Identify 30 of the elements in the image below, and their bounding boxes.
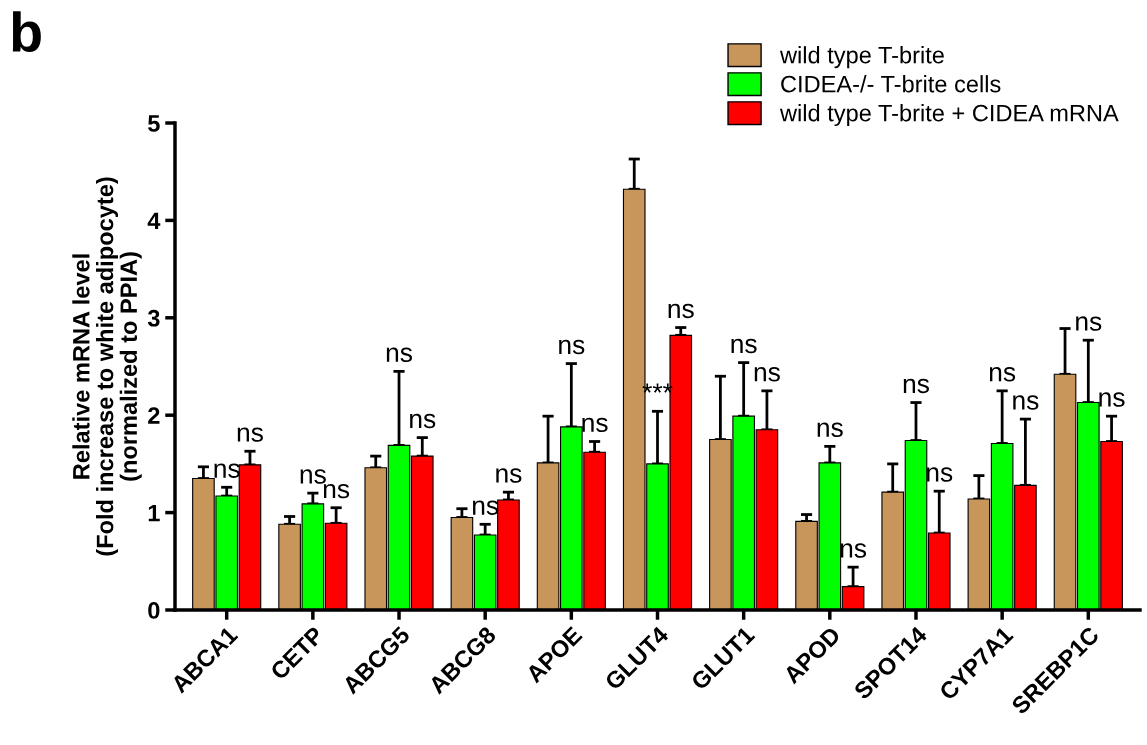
- legend-label: wild type T-brite + CIDEA mRNA: [779, 104, 1119, 127]
- y-tick-label: 5: [148, 115, 160, 132]
- annotation: ns: [1076, 316, 1102, 331]
- annotation: ns: [1013, 395, 1039, 410]
- annotation: ns: [300, 469, 326, 484]
- annotation: ns: [668, 303, 694, 319]
- annotation: ns: [237, 427, 263, 442]
- legend-label: CIDEA-/- T-brite cells: [781, 75, 1001, 93]
- annotation: ns: [1099, 392, 1125, 407]
- annotation: ns: [410, 413, 436, 429]
- annotation: ns: [386, 347, 412, 362]
- y-tick-label: 2: [148, 407, 160, 424]
- annotation: ns: [496, 468, 522, 483]
- annotation: ns: [927, 467, 953, 482]
- y-tick-label: 1: [148, 504, 160, 522]
- annotation: ns: [323, 483, 350, 499]
- chart-title: b: [12, 11, 41, 52]
- annotation: ns: [840, 543, 867, 558]
- y-tick-label: 0: [148, 602, 160, 619]
- annotation: ns: [754, 367, 780, 382]
- annotation: ns: [903, 378, 929, 394]
- y-tick-label: 4: [147, 212, 161, 229]
- y-tick-label: 3: [147, 309, 160, 327]
- annotation: ns: [989, 367, 1016, 382]
- annotation: ns: [559, 339, 585, 355]
- legend-label: wild type T-brite: [779, 46, 944, 69]
- y-axis-title: Relative mRNA level (Fold increase to white adipocyte) (normalized to PPIA): [72, 177, 142, 556]
- annotation: ns: [817, 422, 843, 437]
- annotation: ns: [731, 338, 757, 354]
- annotation: ns: [582, 417, 608, 433]
